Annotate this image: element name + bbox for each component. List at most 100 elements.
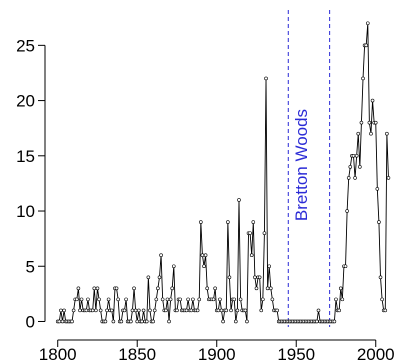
data-point <box>259 308 264 313</box>
data-point <box>261 297 265 302</box>
y-tick-label: 0 <box>26 312 35 331</box>
data-point <box>137 308 141 313</box>
x-tick-label: 2000 <box>357 345 395 362</box>
data-point <box>235 308 240 313</box>
data-point <box>229 308 233 313</box>
data-point <box>356 131 361 136</box>
data-point <box>367 120 372 125</box>
data-point <box>251 220 256 224</box>
data-point <box>151 319 155 324</box>
data-point <box>383 308 388 313</box>
data-point <box>345 209 349 213</box>
x-tick-label: 1900 <box>198 345 236 362</box>
data-point <box>365 21 370 26</box>
data-point <box>270 297 275 302</box>
data-point <box>170 286 175 291</box>
x-tick-label: 1950 <box>277 345 315 362</box>
data-point <box>106 297 111 302</box>
data-point <box>178 297 182 302</box>
data-point <box>361 76 365 81</box>
data-point <box>334 297 338 302</box>
data-point <box>103 319 108 324</box>
data-point <box>129 319 133 324</box>
y-tick-label: 5 <box>26 257 35 276</box>
data-point <box>186 297 190 302</box>
data-point <box>133 308 138 313</box>
data-point <box>358 165 362 169</box>
x-tick-label: 1800 <box>39 345 77 362</box>
data-point <box>60 319 65 324</box>
data-point <box>226 220 230 224</box>
data-point <box>79 297 84 302</box>
data-point <box>152 308 157 313</box>
data-point <box>148 308 152 313</box>
data-point <box>202 264 206 269</box>
data-point <box>375 187 380 191</box>
data-point <box>253 275 257 280</box>
data-point <box>380 297 384 302</box>
data-point <box>268 286 273 291</box>
data-point <box>254 286 259 291</box>
data-point <box>171 264 176 269</box>
data-point <box>338 286 343 291</box>
data-point <box>157 275 162 280</box>
data-point <box>105 308 109 313</box>
data-point <box>197 297 202 302</box>
data-point <box>221 319 225 324</box>
data-point <box>199 220 203 224</box>
data-point <box>337 308 341 313</box>
data-point <box>116 297 120 302</box>
data-point <box>90 308 95 313</box>
data-point <box>119 319 124 324</box>
data-point <box>211 297 216 302</box>
data-point <box>385 131 389 136</box>
data-point <box>132 286 136 291</box>
data-point <box>219 308 224 313</box>
data-point <box>195 308 200 313</box>
data-point <box>262 231 267 235</box>
data-point <box>140 319 144 324</box>
data-point <box>218 297 222 302</box>
data-point <box>97 297 101 302</box>
data-point <box>191 297 195 302</box>
data-point <box>227 275 232 280</box>
data-line <box>57 23 389 322</box>
data-point <box>348 165 353 169</box>
data-point <box>359 120 364 125</box>
data-point <box>237 198 241 202</box>
data-point <box>75 297 79 302</box>
data-point <box>232 297 237 302</box>
data-point <box>144 319 149 324</box>
data-point <box>243 308 248 313</box>
data-point <box>130 308 135 313</box>
data-point <box>257 275 262 280</box>
data-point <box>92 286 97 291</box>
data-point <box>340 297 345 302</box>
data-point <box>95 286 100 291</box>
data-point <box>111 319 116 324</box>
data-point <box>59 308 63 313</box>
data-point <box>354 153 359 158</box>
data-point <box>167 319 171 324</box>
data-point <box>224 308 229 313</box>
y-tick-label: 25 <box>16 36 35 55</box>
y-tick-label: 10 <box>16 202 35 221</box>
data-point <box>159 253 163 258</box>
data-point <box>146 275 151 280</box>
x-tick-label: 1850 <box>118 345 156 362</box>
data-point <box>109 308 114 313</box>
data-point <box>124 297 128 302</box>
data-point <box>264 76 268 81</box>
data-point <box>370 98 375 103</box>
data-point <box>267 264 272 269</box>
data-point <box>265 286 270 291</box>
data-point <box>76 286 81 291</box>
data-point <box>122 308 127 313</box>
data-point <box>168 297 173 302</box>
data-point <box>156 286 160 291</box>
data-point <box>114 286 119 291</box>
data-point <box>249 253 254 258</box>
data-point <box>203 253 208 258</box>
data-point <box>205 286 209 291</box>
data-point <box>343 264 348 269</box>
